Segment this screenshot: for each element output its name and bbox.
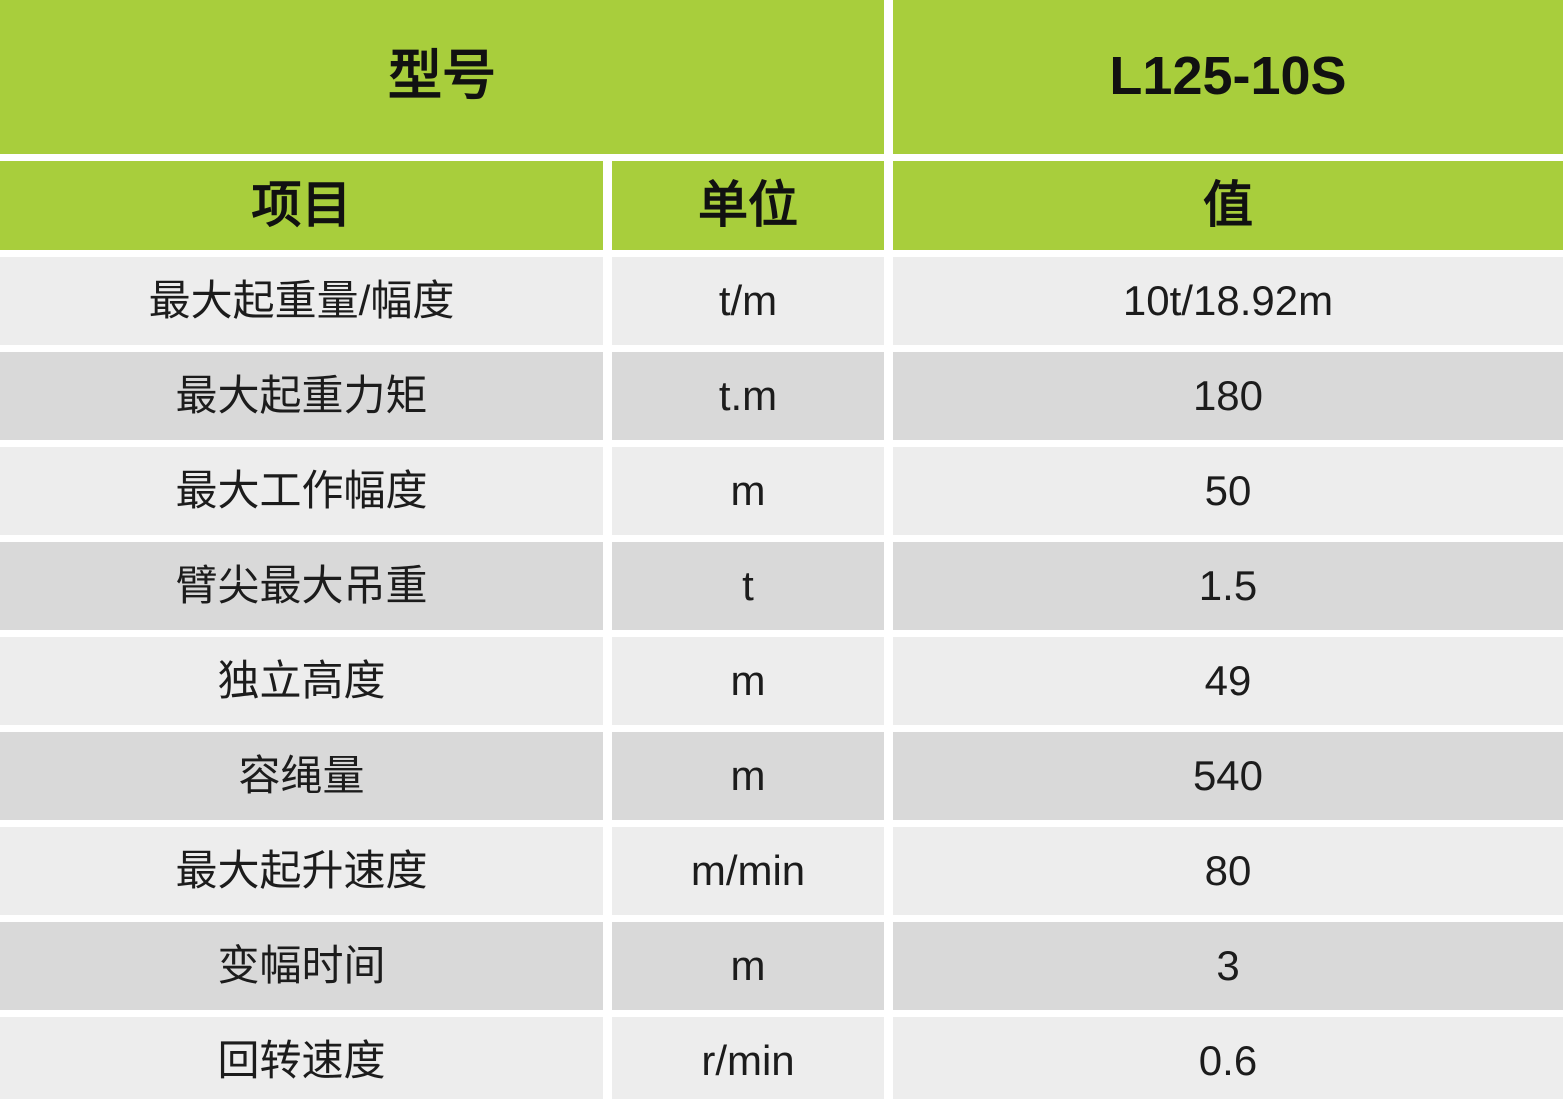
value-cell: 10t/18.92m (893, 257, 1563, 345)
table-row: 最大起升速度 m/min 80 (0, 827, 1563, 915)
item-cell: 臂尖最大吊重 (0, 542, 603, 630)
value-cell: 3 (893, 922, 1563, 1010)
value-cell: 49 (893, 637, 1563, 725)
table-row: 最大工作幅度 m 50 (0, 447, 1563, 535)
value-cell: 540 (893, 732, 1563, 820)
model-label-cell: 型号 (0, 0, 884, 154)
table-row: 容绳量 m 540 (0, 732, 1563, 820)
item-cell: 独立高度 (0, 637, 603, 725)
item-cell: 容绳量 (0, 732, 603, 820)
table-row: 变幅时间 m 3 (0, 922, 1563, 1010)
item-cell: 最大工作幅度 (0, 447, 603, 535)
column-header-row: 项目 单位 值 (0, 161, 1563, 250)
unit-cell: m (612, 922, 884, 1010)
value-cell: 0.6 (893, 1017, 1563, 1099)
model-value-cell: L125-10S (893, 0, 1563, 154)
item-cell: 回转速度 (0, 1017, 603, 1099)
unit-cell: t/m (612, 257, 884, 345)
column-header-value: 值 (893, 161, 1563, 250)
column-header-item: 项目 (0, 161, 603, 250)
value-cell: 180 (893, 352, 1563, 440)
item-cell: 最大起升速度 (0, 827, 603, 915)
unit-cell: m (612, 637, 884, 725)
value-cell: 50 (893, 447, 1563, 535)
unit-cell: m (612, 447, 884, 535)
table-row: 臂尖最大吊重 t 1.5 (0, 542, 1563, 630)
item-cell: 最大起重力矩 (0, 352, 603, 440)
table-row: 独立高度 m 49 (0, 637, 1563, 725)
column-header-unit: 单位 (612, 161, 884, 250)
table-row: 最大起重力矩 t.m 180 (0, 352, 1563, 440)
value-cell: 1.5 (893, 542, 1563, 630)
table-row: 回转速度 r/min 0.6 (0, 1017, 1563, 1099)
unit-cell: m/min (612, 827, 884, 915)
unit-cell: m (612, 732, 884, 820)
unit-cell: r/min (612, 1017, 884, 1099)
unit-cell: t.m (612, 352, 884, 440)
item-cell: 最大起重量/幅度 (0, 257, 603, 345)
unit-cell: t (612, 542, 884, 630)
value-cell: 80 (893, 827, 1563, 915)
model-header-row: 型号 L125-10S (0, 0, 1563, 154)
table-row: 最大起重量/幅度 t/m 10t/18.92m (0, 257, 1563, 345)
item-cell: 变幅时间 (0, 922, 603, 1010)
